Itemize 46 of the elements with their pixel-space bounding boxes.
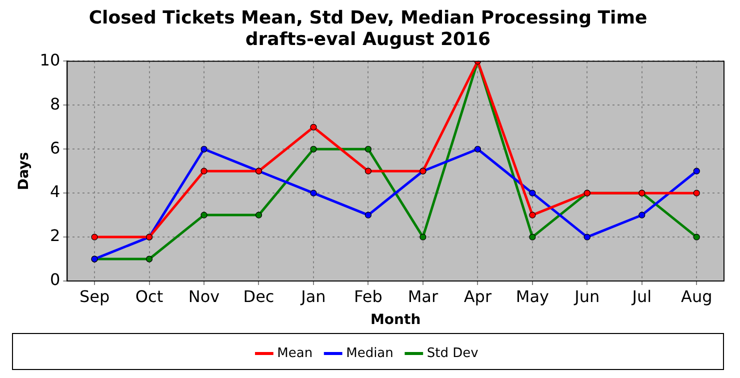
x-tick-label: Jul bbox=[631, 286, 652, 306]
point bbox=[255, 212, 262, 218]
chart-title: Closed Tickets Mean, Std Dev, Median Processing Time drafts-eval August 2016 bbox=[88, 7, 648, 50]
x-tick-label: Apr bbox=[464, 286, 492, 306]
x-tick-label: May bbox=[516, 286, 549, 306]
x-tick-label: Mar bbox=[408, 286, 438, 306]
x-tick-label: Aug bbox=[681, 286, 712, 306]
point bbox=[474, 146, 481, 152]
point bbox=[91, 234, 98, 240]
x-tick-label: Jan bbox=[300, 286, 326, 306]
legend-label: Mean bbox=[277, 346, 313, 361]
point bbox=[638, 212, 646, 218]
y-tick-label: 2 bbox=[50, 226, 60, 246]
point bbox=[200, 212, 208, 218]
x-tick-label: Dec bbox=[243, 286, 274, 306]
point bbox=[693, 190, 700, 196]
x-tick-label: Jun bbox=[574, 286, 600, 306]
legend-label: Std Dev bbox=[426, 346, 479, 361]
point bbox=[146, 256, 153, 262]
point bbox=[310, 146, 317, 152]
y-tick-label: 4 bbox=[50, 182, 60, 202]
x-axis-title: Month bbox=[370, 312, 421, 328]
point bbox=[364, 212, 372, 218]
point bbox=[310, 124, 317, 130]
y-tick-label: 0 bbox=[50, 270, 60, 290]
y-axis-title: Days bbox=[16, 152, 32, 190]
point bbox=[584, 234, 590, 240]
point bbox=[364, 146, 372, 152]
x-tick-label: Nov bbox=[188, 286, 220, 306]
point bbox=[200, 168, 208, 174]
point bbox=[529, 234, 536, 240]
point bbox=[420, 234, 426, 240]
x-tick-label: Sep bbox=[79, 286, 110, 306]
point bbox=[364, 168, 372, 174]
y-tick-label: 6 bbox=[50, 138, 60, 158]
point bbox=[310, 190, 317, 196]
point bbox=[693, 168, 700, 174]
legend-label: Median bbox=[346, 346, 394, 361]
x-tick-label: Oct bbox=[135, 286, 164, 306]
point bbox=[529, 190, 536, 196]
y-tick-label: 10 bbox=[40, 50, 60, 70]
x-tick-label: Feb bbox=[354, 286, 382, 306]
y-tick-label: 8 bbox=[50, 94, 60, 114]
point bbox=[693, 234, 700, 240]
point bbox=[529, 212, 536, 218]
point bbox=[200, 146, 208, 152]
